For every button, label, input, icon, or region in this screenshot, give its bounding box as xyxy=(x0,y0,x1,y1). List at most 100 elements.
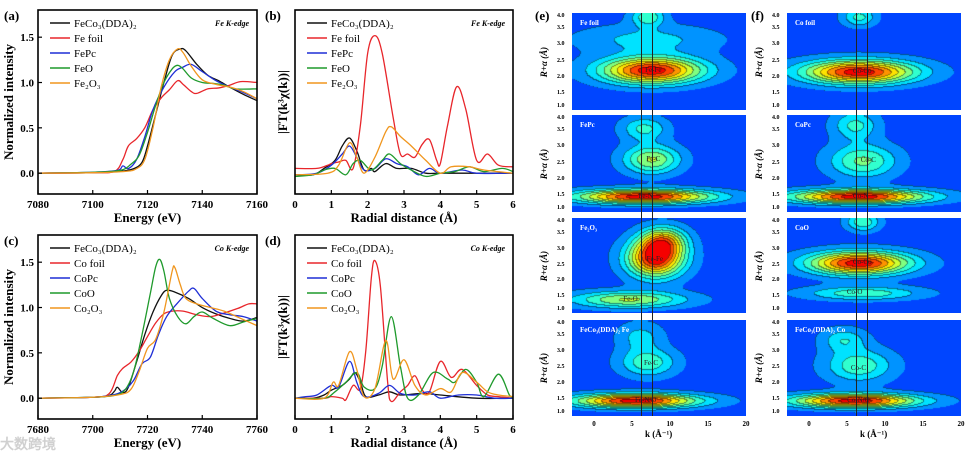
y-tick-label: 2.5 xyxy=(557,261,565,268)
y-tick-label: 2.5 xyxy=(557,364,565,370)
legend-label: Co₂O₃ xyxy=(331,303,360,315)
y-axis-label: R+α (Å) xyxy=(754,148,764,179)
y-tick-label: 1.0 xyxy=(772,409,780,415)
legend-label: Fe foil xyxy=(74,33,103,45)
y-tick-label: 3.5 xyxy=(557,25,565,32)
y-tick-label: 3.5 xyxy=(557,229,565,236)
x-tick-label: 7160 xyxy=(246,199,269,211)
y-tick-label: 3.0 xyxy=(557,41,565,48)
legend-label: FeO xyxy=(331,63,350,75)
chart-a: FeCo₃(DDA)₂ Fe foil FePc FeO Fe₂O₃ Fe K-edge 7… xyxy=(1,9,269,225)
chart-d: FeCo₃(DDA)₂ Co foil CoPc CoO Co₂O₃ Co K-edge 0… xyxy=(275,234,516,450)
y-axis-label: R+α (Å) xyxy=(539,46,549,77)
y-tick-label: 4.0 xyxy=(557,320,565,326)
y-tick-label: 1.5 xyxy=(557,396,565,402)
y-tick-label: 4.0 xyxy=(772,320,780,326)
heatmap-title: Co foil xyxy=(795,19,816,27)
bond-label: Fe-N xyxy=(638,191,653,200)
y-tick-label: 3.5 xyxy=(772,229,780,236)
legend-label: CoPc xyxy=(74,273,98,285)
x-tick-label: 7140 xyxy=(191,199,214,211)
legend-label: FeCo₃(DDA)₂ xyxy=(331,243,394,255)
x-tick-label: 5 xyxy=(474,424,480,436)
chart-c: FeCo₃(DDA)₂ Co foil CoPc CoO Co₂O₃ Co K-edge 7… xyxy=(1,234,269,450)
y-tick-label: 1.0 xyxy=(557,103,565,109)
y-tick-label: 3.0 xyxy=(557,348,565,354)
edge-annotation: Co K-edge xyxy=(471,244,506,253)
y-axis-label: R+α (Å) xyxy=(539,352,549,384)
x-tick-label: 10 xyxy=(881,420,889,428)
x-tick-label: 2 xyxy=(365,424,371,436)
x-tick-label: 0 xyxy=(292,424,298,436)
legend-label: FePc xyxy=(74,48,96,60)
bond-label: Co-N/O xyxy=(847,396,870,404)
series-line-FeCo₃(DDA)₂ xyxy=(38,289,257,399)
y-tick-label: 1.0 xyxy=(20,78,34,90)
heatmap-title: FeCo₃(DDA)₂ Co xyxy=(795,326,846,334)
y-axis-label: R+α (Å) xyxy=(754,250,764,281)
y-tick-label: 3.5 xyxy=(557,127,565,134)
y-tick-label: 2.0 xyxy=(557,277,565,284)
y-tick-label: 2.0 xyxy=(557,73,565,80)
y-tick-label: 1.0 xyxy=(772,205,780,211)
series-line-Co₂O₃ xyxy=(38,265,257,399)
x-tick-label: 7720 xyxy=(137,424,160,436)
x-tick-label: 7760 xyxy=(246,424,269,436)
x-axis-label: k (Å⁻¹) xyxy=(645,429,673,439)
y-tick-label: 2.0 xyxy=(772,277,780,284)
y-axis-label: |FT(k³χ(k))| xyxy=(275,70,290,134)
y-tick-label: 1.5 xyxy=(772,396,780,402)
legend-label: CoPc xyxy=(331,273,355,285)
y-tick-label: 1.5 xyxy=(20,257,34,269)
heatmap-title: CoO xyxy=(795,224,809,232)
bond-label: Co-N xyxy=(852,191,869,200)
legend-label: FeO xyxy=(74,63,93,75)
y-tick-label: 3.5 xyxy=(772,332,780,338)
x-tick-label: 0 xyxy=(592,420,596,428)
y-tick-label: 1.0 xyxy=(557,205,565,211)
legend-label: Co foil xyxy=(74,258,105,270)
y-tick-label: 1.5 xyxy=(557,89,565,96)
y-tick-label: 2.0 xyxy=(772,73,780,80)
x-tick-label: 0 xyxy=(807,420,811,428)
bond-label: Co-Co xyxy=(852,67,872,76)
y-axis-label: R+α (Å) xyxy=(754,46,764,77)
x-tick-label: 20 xyxy=(742,420,750,428)
x-tick-label: 1 xyxy=(329,424,335,436)
chart-b: FeCo₃(DDA)₂ Fe foil FePc FeO Fe₂O₃ Fe K-edge 0… xyxy=(275,9,516,225)
legend-label: Co foil xyxy=(331,258,362,270)
y-tick-label: 0.0 xyxy=(20,168,34,180)
x-tick-label: 4 xyxy=(438,424,444,436)
y-tick-label: 3.0 xyxy=(557,143,565,150)
y-tick-label: 1.5 xyxy=(772,191,780,198)
legend-label: Fe₂O₃ xyxy=(74,78,101,90)
series-line-Co foil xyxy=(38,302,257,399)
x-tick-label: 6 xyxy=(510,199,516,211)
edge-annotation: Co K-edge xyxy=(215,244,250,253)
legend-label: FeCo₃(DDA)₂ xyxy=(74,18,137,30)
y-tick-label: 2.0 xyxy=(772,175,780,182)
legend-label: Fe foil xyxy=(331,33,360,45)
legend-label: CoO xyxy=(331,288,352,300)
y-tick-label: 3.0 xyxy=(557,245,565,252)
wavelet-heatmap-e-3 xyxy=(572,218,746,313)
series-line-FeCo₃(DDA)₂ xyxy=(38,47,257,174)
y-tick-label: 2.5 xyxy=(772,159,780,166)
y-tick-label: 4.0 xyxy=(557,115,565,121)
y-tick-label: 0.5 xyxy=(20,123,34,135)
y-axis-label: Normalized intensity xyxy=(1,44,16,160)
bond-label: Co-C xyxy=(860,156,876,165)
y-tick-label: 2.5 xyxy=(772,57,780,64)
y-tick-label: 2.0 xyxy=(557,380,565,386)
reference-k-line xyxy=(866,13,868,416)
y-tick-label: 1.5 xyxy=(557,293,565,300)
series-line-Fe foil xyxy=(295,34,513,171)
wavelet-heatmap-f-4 xyxy=(787,320,961,416)
y-tick-label: 0.0 xyxy=(20,393,34,405)
panel-label-d: (d) xyxy=(265,233,281,248)
y-tick-label: 2.0 xyxy=(772,380,780,386)
y-tick-label: 1.0 xyxy=(20,303,34,315)
y-tick-label: 4.0 xyxy=(557,13,565,19)
y-tick-label: 4.0 xyxy=(772,115,780,121)
